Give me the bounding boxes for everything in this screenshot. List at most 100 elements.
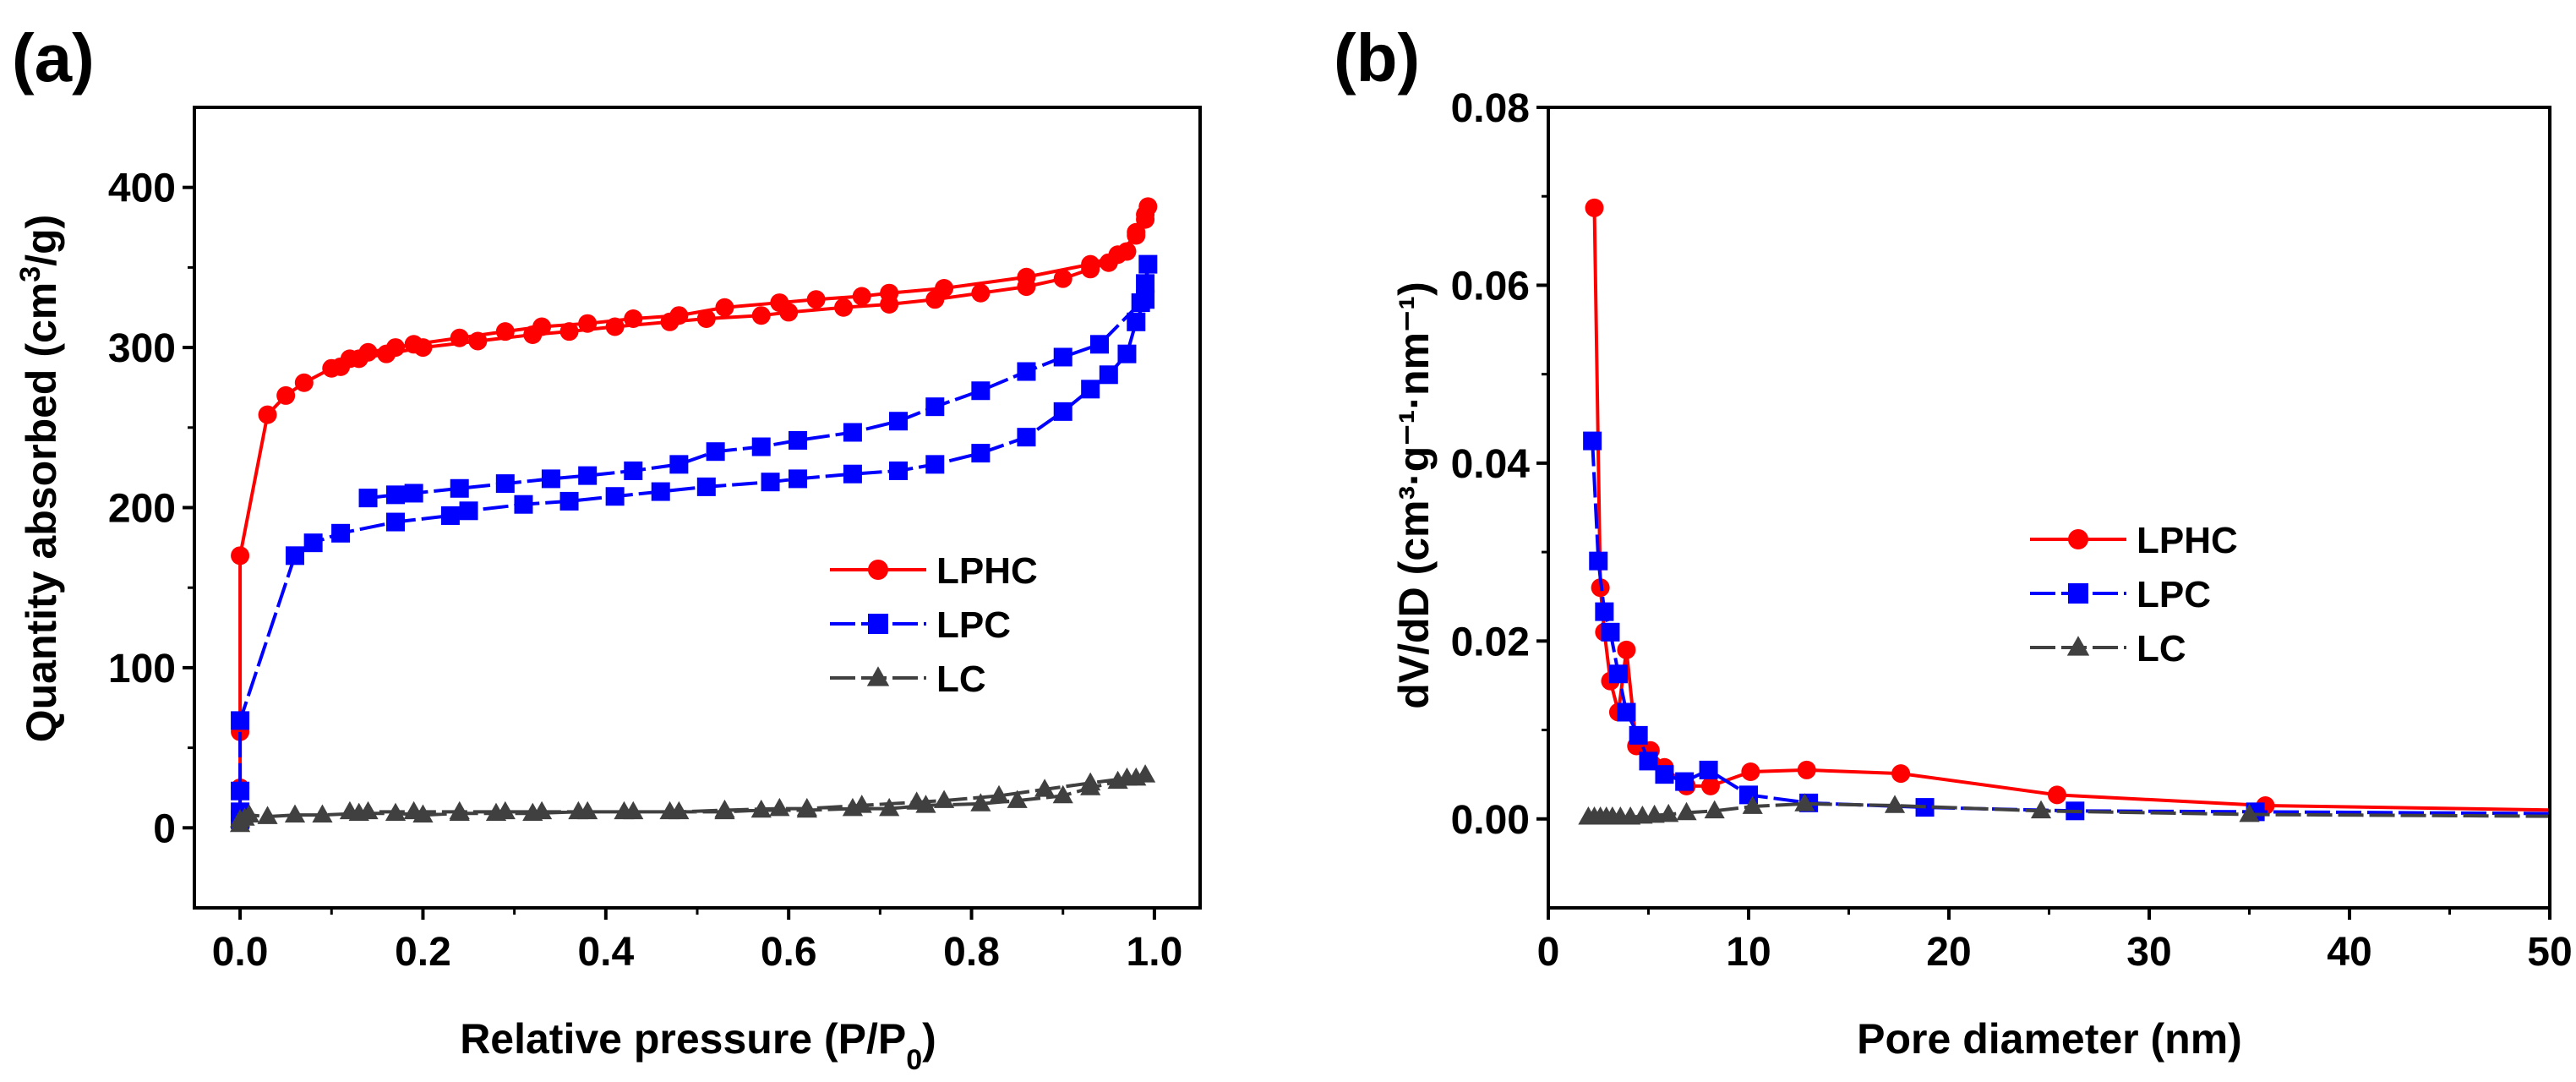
data-point-lphc <box>294 373 314 392</box>
x-tick-label: 50 <box>2527 930 2572 975</box>
data-point-lpc <box>1081 380 1100 399</box>
data-point-lc <box>1704 800 1725 819</box>
x-tick-label: 20 <box>1926 930 1971 975</box>
data-point-lpc <box>1136 274 1155 293</box>
data-point-lpc <box>624 461 643 480</box>
data-point-lphc <box>880 283 899 303</box>
data-point-lphc <box>1127 226 1146 245</box>
data-point-lpc <box>1595 602 1614 621</box>
y-tick-label: 400 <box>108 167 176 211</box>
data-point-lphc <box>495 322 515 342</box>
data-point-lc <box>669 801 690 820</box>
data-point-lpc <box>440 505 460 525</box>
data-point-lpc <box>1589 551 1608 571</box>
x-tick-label: 0.6 <box>761 930 817 975</box>
data-point-lpc <box>651 482 670 501</box>
legend-marker-lpc <box>868 614 888 634</box>
y-tick-label: 0.06 <box>1451 264 1530 309</box>
data-point-lc <box>970 793 991 812</box>
data-point-lpc <box>605 487 625 506</box>
data-point-lphc <box>1081 254 1100 274</box>
data-point-lpc <box>404 484 423 503</box>
series-lc <box>1578 793 2550 825</box>
data-point-lphc <box>1617 640 1636 659</box>
x-tick-label: 0.0 <box>212 930 269 975</box>
data-point-lpc <box>459 501 478 521</box>
series-line-lphc <box>1592 207 2550 812</box>
data-point-lpc <box>331 523 351 543</box>
x-title-main: Relative pressure (P/P <box>460 1015 906 1063</box>
data-point-lpc <box>925 397 945 417</box>
data-point-lc <box>312 804 333 822</box>
y-title-sup: 3 <box>14 266 46 282</box>
panel-b-y-axis-title: dV/dD (cm³·g⁻¹·nm⁻¹) <box>1390 281 1438 708</box>
x-tick-label: 10 <box>1726 930 1771 975</box>
data-point-lc <box>1116 767 1138 786</box>
data-point-lpc <box>669 455 689 474</box>
data-point-lphc <box>1585 198 1604 217</box>
data-point-lpc <box>761 473 780 492</box>
data-point-lpc <box>1639 751 1658 771</box>
data-point-lphc <box>624 309 643 329</box>
data-point-lpc <box>789 469 807 489</box>
data-point-lpc <box>559 491 579 511</box>
legend-marker-lphc <box>2068 529 2088 549</box>
data-point-lpc <box>889 461 908 480</box>
data-point-lc <box>988 784 1010 804</box>
y-tick-label: 0 <box>153 806 176 851</box>
series-line-lphc <box>238 205 1150 820</box>
legend-label-lc: LC <box>936 658 986 700</box>
data-point-lpc <box>1675 772 1695 791</box>
data-point-lc <box>403 801 424 820</box>
data-point-lpc <box>303 533 323 553</box>
series-lpc <box>1583 431 2550 822</box>
data-point-lc <box>750 799 772 818</box>
data-point-lpc <box>971 444 991 463</box>
data-point-lc <box>284 804 306 822</box>
data-point-lc <box>1676 801 1697 821</box>
data-point-lpc <box>1127 312 1146 331</box>
data-point-lc <box>1080 772 1101 791</box>
x-tick-label: 0.8 <box>943 930 1000 975</box>
x-tick-label: 0.2 <box>395 930 451 975</box>
data-point-lphc <box>559 322 579 342</box>
x-tick-label: 1.0 <box>1127 930 1183 975</box>
data-point-lc <box>339 801 361 820</box>
data-point-lphc <box>605 317 625 336</box>
data-point-lphc <box>1108 245 1127 265</box>
data-point-lphc <box>532 317 552 336</box>
series-line-lpc <box>238 262 1150 820</box>
data-point-lpc <box>450 478 469 498</box>
legend-label-lphc: LPHC <box>2137 520 2238 561</box>
panel-a-label: (a) <box>12 20 95 96</box>
series-lphc <box>231 197 1158 829</box>
data-point-lc <box>1034 779 1056 797</box>
data-point-lc <box>531 801 553 820</box>
data-point-lc <box>2239 803 2260 822</box>
panel-a-plot-area: LPHC LPC LC 0.0 0.2 0.4 0.6 0.8 1.0 0 100 200 300 400 <box>108 106 1202 975</box>
data-point-lc <box>623 801 644 820</box>
data-point-lpc <box>286 546 304 566</box>
data-point-lc <box>906 791 927 810</box>
data-point-lphc <box>834 298 854 317</box>
data-point-lc <box>769 797 790 817</box>
data-point-lpc <box>696 477 716 496</box>
data-point-lpc <box>231 711 250 730</box>
data-point-lphc <box>669 306 689 325</box>
series-lc <box>229 764 1156 833</box>
y-tick-label: 300 <box>108 326 176 371</box>
panel-a-y-axis-title: Quantity absorbed (cm3/g) <box>14 215 65 743</box>
data-point-lc <box>1658 803 1679 822</box>
data-point-lphc <box>715 298 734 317</box>
data-point-lphc <box>770 293 789 313</box>
x-title-end: ) <box>922 1015 936 1063</box>
data-point-lc <box>449 801 470 820</box>
series-lpc <box>231 254 1158 829</box>
legend-label-lpc: LPC <box>2137 574 2211 615</box>
data-point-lphc <box>358 342 378 362</box>
data-point-lpc <box>1617 702 1636 722</box>
panel-b-plot-area: LPHC LPC LC 0 10 20 30 40 50 0.00 0.02 0.04 0.06 0.08 <box>1451 86 2573 975</box>
series-lphc <box>1585 198 2550 815</box>
data-point-lphc <box>404 335 423 354</box>
